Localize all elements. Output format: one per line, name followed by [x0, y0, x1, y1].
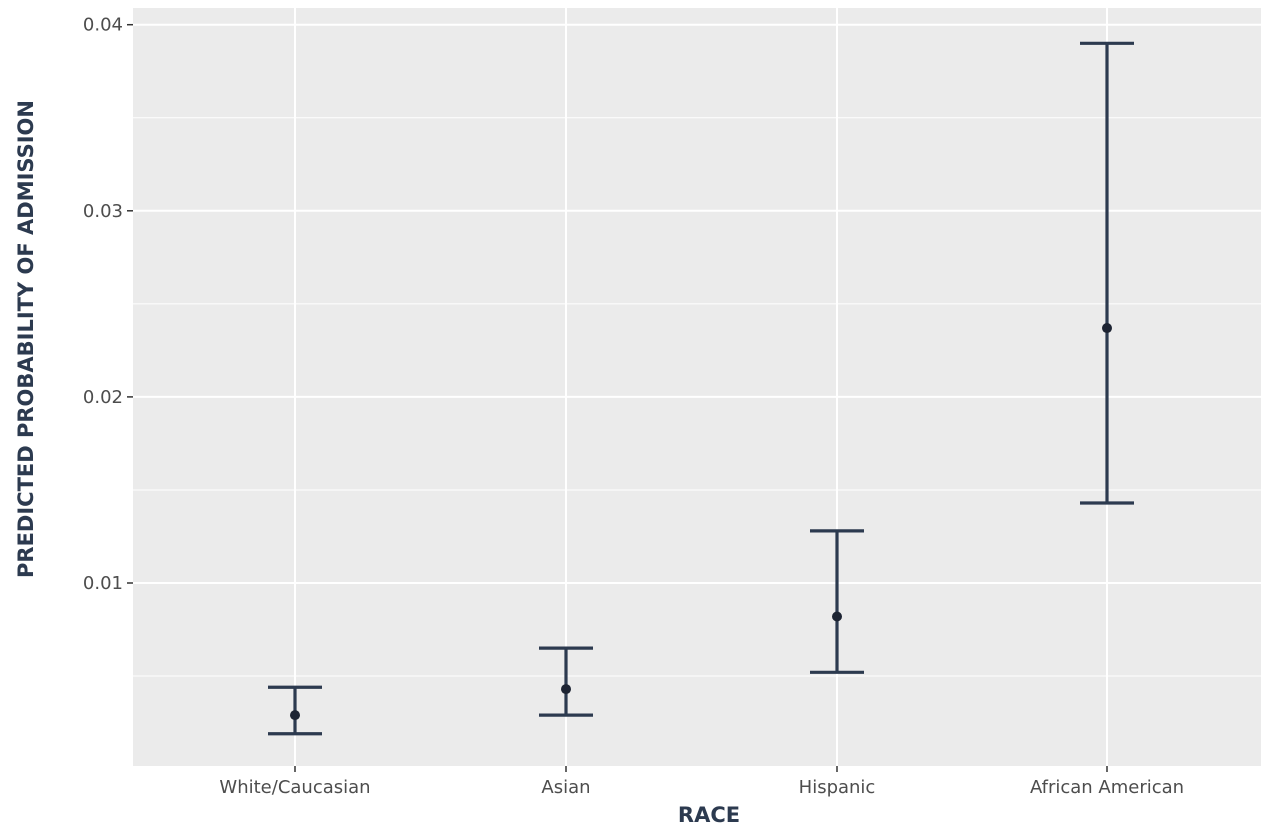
- y-tick-label: 0.03: [83, 201, 123, 222]
- y-axis-title: PREDICTED PROBABILITY OF ADMISSION: [14, 100, 38, 578]
- estimate-point: [290, 710, 300, 721]
- estimate-point: [561, 684, 571, 695]
- y-axis: 0.01 0.02 0.03 0.04: [83, 15, 133, 594]
- y-tick-label: 0.02: [83, 387, 123, 408]
- y-tick-label: 0.04: [83, 15, 123, 36]
- minor-gridlines: [133, 117, 1261, 677]
- x-tick-label: White/Caucasian: [219, 777, 370, 798]
- estimate-point: [1102, 323, 1112, 334]
- plot-panel: [133, 8, 1261, 766]
- y-tick-label: 0.01: [83, 573, 123, 594]
- estimate-point: [832, 611, 842, 622]
- x-axis: White/Caucasian Asian Hispanic African Amer…: [219, 766, 1184, 798]
- x-axis-title: RACE: [678, 803, 740, 827]
- errorbar-series: [268, 41, 1134, 736]
- x-tick-label: Hispanic: [799, 777, 876, 798]
- x-tick-label: Asian: [541, 777, 590, 798]
- x-tick-label: African American: [1030, 777, 1184, 798]
- point-series: [290, 323, 1112, 721]
